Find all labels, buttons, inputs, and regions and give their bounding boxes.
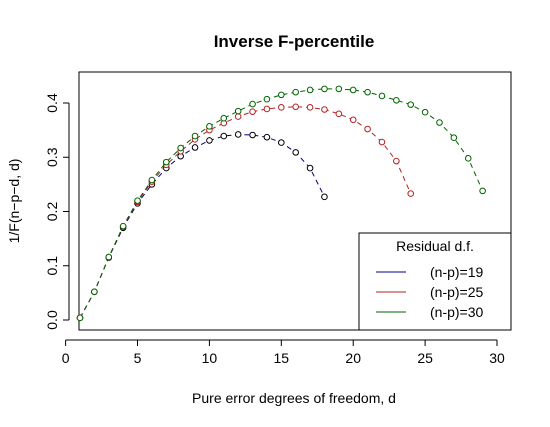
legend-title: Residual d.f. [396,238,474,254]
series-line [79,133,325,319]
data-point [206,137,213,144]
data-point [364,88,371,96]
data-point [263,105,271,113]
data-point [263,133,271,141]
legend-label: (n-p)=30 [430,304,484,320]
x-tick-label: 30 [489,350,505,366]
series-1 [76,131,328,322]
data-point [393,157,400,165]
data-point [249,131,256,139]
y-tick-label: 0.1 [44,256,60,276]
y-tick-label: 0.4 [44,93,60,113]
data-point [220,114,228,122]
data-point [220,132,228,140]
data-point [306,164,314,172]
data-point [321,85,328,93]
legend: Residual d.f. (n-p)=19 (n-p)=25 (n-p)=30 [358,232,512,331]
data-point [421,108,429,116]
data-point [76,314,84,322]
data-point [249,108,256,115]
data-point [407,190,415,197]
x-tick-label: 20 [345,350,361,366]
data-point [134,197,141,204]
data-point [292,88,299,96]
series-line [79,88,484,319]
data-point [479,187,486,195]
x-tick-label: 15 [274,350,290,366]
data-point [249,100,256,108]
series-3 [76,85,486,322]
data-point [234,107,242,115]
legend-label: (n-p)=19 [430,264,484,280]
data-point [349,116,357,124]
x-tick-label: 0 [62,350,70,366]
data-point [378,92,386,100]
data-point [407,101,415,108]
data-point [378,138,386,146]
data-point [148,176,156,184]
data-point [450,134,458,142]
data-point [105,253,113,261]
data-point [393,96,400,104]
data-point [436,119,443,126]
y-axis-label: 1/F(n−p−d, d) [6,159,22,244]
data-point [191,144,199,151]
series-line [79,106,412,319]
y-tick-label: 0.3 [44,147,60,167]
data-point [335,110,343,118]
data-point [292,149,299,156]
data-point [335,85,343,93]
x-axis-label: Pure error degrees of freedom, d [192,390,396,406]
data-point [234,113,242,120]
y-axis: 0.0 0.1 0.2 0.3 0.4 [44,93,70,330]
data-point [119,222,127,230]
data-point [191,132,199,140]
x-tick-label: 5 [134,350,142,366]
data-point [321,193,328,201]
data-point [234,131,242,138]
x-tick-label: 25 [417,350,433,366]
x-tick-label: 10 [202,350,218,366]
data-point [306,86,314,94]
x-axis: 0 5 10 15 20 25 30 [62,339,505,366]
legend-label: (n-p)=25 [430,284,484,300]
data-point [263,95,271,103]
data-point [162,158,170,166]
data-point [349,86,357,94]
chart-title: Inverse F-percentile [214,32,375,51]
y-tick-label: 0.0 [44,310,60,330]
data-point [278,104,285,111]
y-tick-label: 0.2 [44,202,60,222]
data-point [206,123,213,130]
data-point [464,155,472,162]
data-point [278,91,285,99]
data-point [292,103,299,111]
data-point [306,104,314,111]
data-point [364,125,371,133]
data-point [91,288,98,296]
legend-box [358,232,512,331]
data-point [321,106,328,113]
data-point [278,139,285,146]
data-point [177,144,184,152]
plot-area [78,71,512,331]
series-layer [76,85,486,322]
